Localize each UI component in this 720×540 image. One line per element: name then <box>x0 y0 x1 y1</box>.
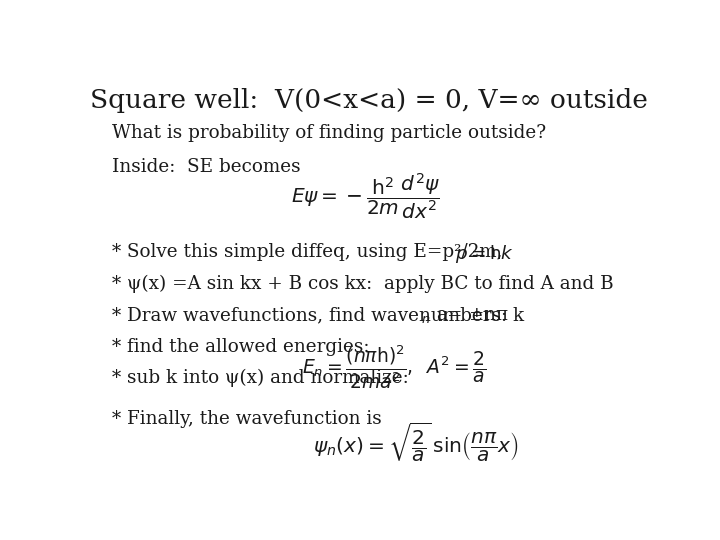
Text: What is probability of finding particle outside?: What is probability of finding particle … <box>112 124 546 142</box>
Text: * find the allowed energies:: * find the allowed energies: <box>112 338 370 355</box>
Text: Square well:  V(0<x<a) = 0, V=∞ outside: Square well: V(0<x<a) = 0, V=∞ outside <box>90 87 648 113</box>
Text: * Draw wavefunctions, find wavenumbers: k: * Draw wavefunctions, find wavenumbers: … <box>112 306 524 324</box>
Text: Inside:  SE becomes: Inside: SE becomes <box>112 158 301 177</box>
Text: $\psi_n(x) = \sqrt{\dfrac{2}{a}}\,\sin\!\left(\dfrac{n\pi}{a}x\right)$: $\psi_n(x) = \sqrt{\dfrac{2}{a}}\,\sin\!… <box>313 420 519 464</box>
Text: * sub k into ψ(x) and normalize:: * sub k into ψ(x) and normalize: <box>112 369 409 387</box>
Text: * Finally, the wavefunction is: * Finally, the wavefunction is <box>112 410 382 428</box>
Text: * ψ(x) =A sin kx + B cos kx:  apply BC to find A and B: * ψ(x) =A sin kx + B cos kx: apply BC to… <box>112 274 614 293</box>
Text: $E_n = \dfrac{(n\pi\mathrm{h})^2}{2ma^2},\;\; A^2 = \dfrac{2}{a}$: $E_n = \dfrac{(n\pi\mathrm{h})^2}{2ma^2}… <box>302 343 487 392</box>
Text: * Solve this simple diffeq, using E=p²/2m,: * Solve this simple diffeq, using E=p²/2… <box>112 243 503 261</box>
Text: $E\psi = -\dfrac{\mathrm{h}^2}{2m}\dfrac{d^2\psi}{dx^2}$: $E\psi = -\dfrac{\mathrm{h}^2}{2m}\dfrac… <box>291 171 440 220</box>
Text: $p = \mathrm{h}k$: $p = \mathrm{h}k$ <box>456 243 515 265</box>
Text: $_{\!n}$ a= ±nπ: $_{\!n}$ a= ±nπ <box>422 306 509 325</box>
